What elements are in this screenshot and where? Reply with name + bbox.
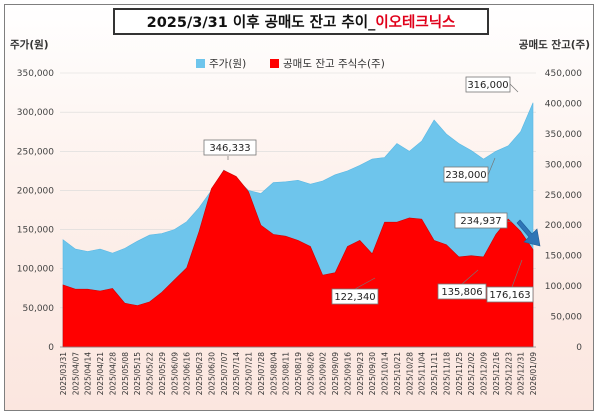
y-left-axis-title: 주가(원) xyxy=(10,38,49,51)
chart-title: 2025/3/31 이후 공매도 잔고 추이_ 이오테크닉스 xyxy=(113,8,489,35)
x-tick-label: 2025/05/15 xyxy=(133,352,142,395)
y-right-tick-label: 200,000 xyxy=(545,221,582,231)
x-tick-label: 2025/11/25 xyxy=(455,352,464,395)
x-tick-label: 2025/10/28 xyxy=(405,352,414,395)
x-tick-label: 2025/10/14 xyxy=(381,352,390,395)
y-right-tick-label: 300,000 xyxy=(545,160,582,170)
x-tick-label: 2025/09/23 xyxy=(356,352,365,395)
y-right-tick-label: 0 xyxy=(576,343,582,353)
chart-title-main: 2025/3/31 이후 공매도 잔고 추이_ xyxy=(146,15,376,31)
callout-leader xyxy=(511,259,523,288)
callout-label: 122,340 xyxy=(334,292,375,303)
x-tick-label: 2025/06/30 xyxy=(207,352,216,395)
x-tick-label: 2025/12/09 xyxy=(480,352,489,395)
x-tick-label: 2025/07/07 xyxy=(220,352,229,395)
y-right-tick-label: 50,000 xyxy=(551,313,583,323)
x-tick-label: 2025/11/04 xyxy=(418,352,427,395)
x-tick-label: 2025/12/02 xyxy=(467,352,476,395)
callout-label: 135,806 xyxy=(441,287,482,298)
x-tick-label: 2025/09/02 xyxy=(319,352,328,395)
x-tick-label: 2026/01/09 xyxy=(529,352,538,395)
x-tick-label: 2025/05/29 xyxy=(158,352,167,395)
x-tick-label: 2025/08/11 xyxy=(282,352,291,395)
x-tick-label: 2025/12/16 xyxy=(492,352,501,395)
legend-swatch-short xyxy=(270,59,279,68)
callout-box xyxy=(454,212,508,229)
x-tick-label: 2025/09/09 xyxy=(331,352,340,395)
x-tick-label: 2025/08/04 xyxy=(269,352,278,395)
y-left-ticks: 0 50,000 100,000 150,000 200,000 250,000 300,0… xyxy=(17,69,54,353)
callout-box xyxy=(437,283,487,300)
y-right-ticks: 0 50,000 100,000 150,000 200,000 250,000 300,0… xyxy=(545,69,582,353)
callout-label: 176,163 xyxy=(489,290,530,301)
y-right-tick-label: 150,000 xyxy=(545,252,582,262)
x-tick-label: 2025/04/21 xyxy=(96,352,105,395)
callout-leader xyxy=(461,269,479,285)
callout-box xyxy=(486,286,534,303)
y-left-tick-label: 100,000 xyxy=(17,265,54,275)
x-tick-label: 2025/06/23 xyxy=(195,352,204,395)
x-tick-label: 2025/04/07 xyxy=(71,352,80,395)
callout-label: 234,937 xyxy=(460,216,501,227)
trend-arrow-icon xyxy=(516,219,541,247)
y-left-tick-label: 200,000 xyxy=(17,186,54,196)
callout-box xyxy=(203,139,257,156)
legend: 주가(원) 공매도 잔고 주식수(주) xyxy=(196,58,385,70)
x-tick-label: 2025/11/18 xyxy=(442,352,451,395)
callout-label: 238,000 xyxy=(445,170,486,181)
x-tick-label: 2025/06/16 xyxy=(183,352,192,395)
callout-box xyxy=(465,76,511,93)
x-tick-label: 2025/11/11 xyxy=(430,352,439,395)
x-tick-label: 2025/03/31 xyxy=(59,352,68,395)
callout-leader xyxy=(354,277,376,290)
y-right-tick-label: 100,000 xyxy=(545,282,582,292)
x-tick-label: 2025/05/08 xyxy=(121,352,130,395)
y-left-tick-label: 50,000 xyxy=(23,304,55,314)
callout-leader xyxy=(509,83,519,93)
x-tick-label: 2025/07/21 xyxy=(245,352,254,395)
x-tick-label: 2025/07/28 xyxy=(257,352,266,395)
y-right-axis-title: 공매도 잔고(주) xyxy=(519,38,590,51)
callout-label: 346,333 xyxy=(209,143,250,154)
callout-label: 316,000 xyxy=(467,80,508,91)
x-tick-label: 2025/10/21 xyxy=(393,352,402,395)
x-tick-label: 2025/09/16 xyxy=(343,352,352,395)
x-tick-label: 2025/12/23 xyxy=(504,352,513,395)
y-right-tick-label: 250,000 xyxy=(545,191,582,201)
y-left-tick-label: 250,000 xyxy=(17,147,54,157)
x-tick-label: 2025/08/19 xyxy=(294,352,303,395)
x-tick-label: 2025/07/14 xyxy=(232,352,241,395)
callout-box xyxy=(331,288,379,305)
x-tick-label: 2025/06/09 xyxy=(170,352,179,395)
x-tick-label: 2025/08/26 xyxy=(306,352,315,395)
legend-label-price: 주가(원) xyxy=(209,58,246,70)
x-tick-label: 2025/04/28 xyxy=(108,352,117,395)
y-right-tick-label: 450,000 xyxy=(545,69,582,79)
x-tick-label: 2025/09/30 xyxy=(368,352,377,395)
y-right-tick-label: 400,000 xyxy=(545,99,582,109)
chart-title-company: 이오테크닉스 xyxy=(375,15,456,31)
y-right-tick-label: 350,000 xyxy=(545,130,582,140)
y-left-tick-label: 300,000 xyxy=(17,108,54,118)
y-left-tick-label: 150,000 xyxy=(17,226,54,236)
callout-leader xyxy=(506,220,513,223)
legend-swatch-price xyxy=(196,59,205,68)
y-left-tick-label: 0 xyxy=(48,343,54,353)
x-tick-label: 2025/04/14 xyxy=(84,352,93,395)
legend-label-short: 공매도 잔고 주식수(주) xyxy=(283,58,385,70)
callout-box xyxy=(443,166,489,183)
annotations: 346,333 316,000 238,000 234,937 122,340 135,8… xyxy=(203,76,541,305)
short-interest-area-series xyxy=(62,170,534,348)
x-ticks: 2025/03/31 2025/04/07 2025/04/14 2025/04/21… xyxy=(59,352,538,395)
callout-leader xyxy=(487,157,496,176)
x-tick-label: 2025/05/22 xyxy=(146,352,155,395)
y-left-tick-label: 350,000 xyxy=(17,69,54,79)
x-tick-label: 2025/12/31 xyxy=(517,352,526,395)
